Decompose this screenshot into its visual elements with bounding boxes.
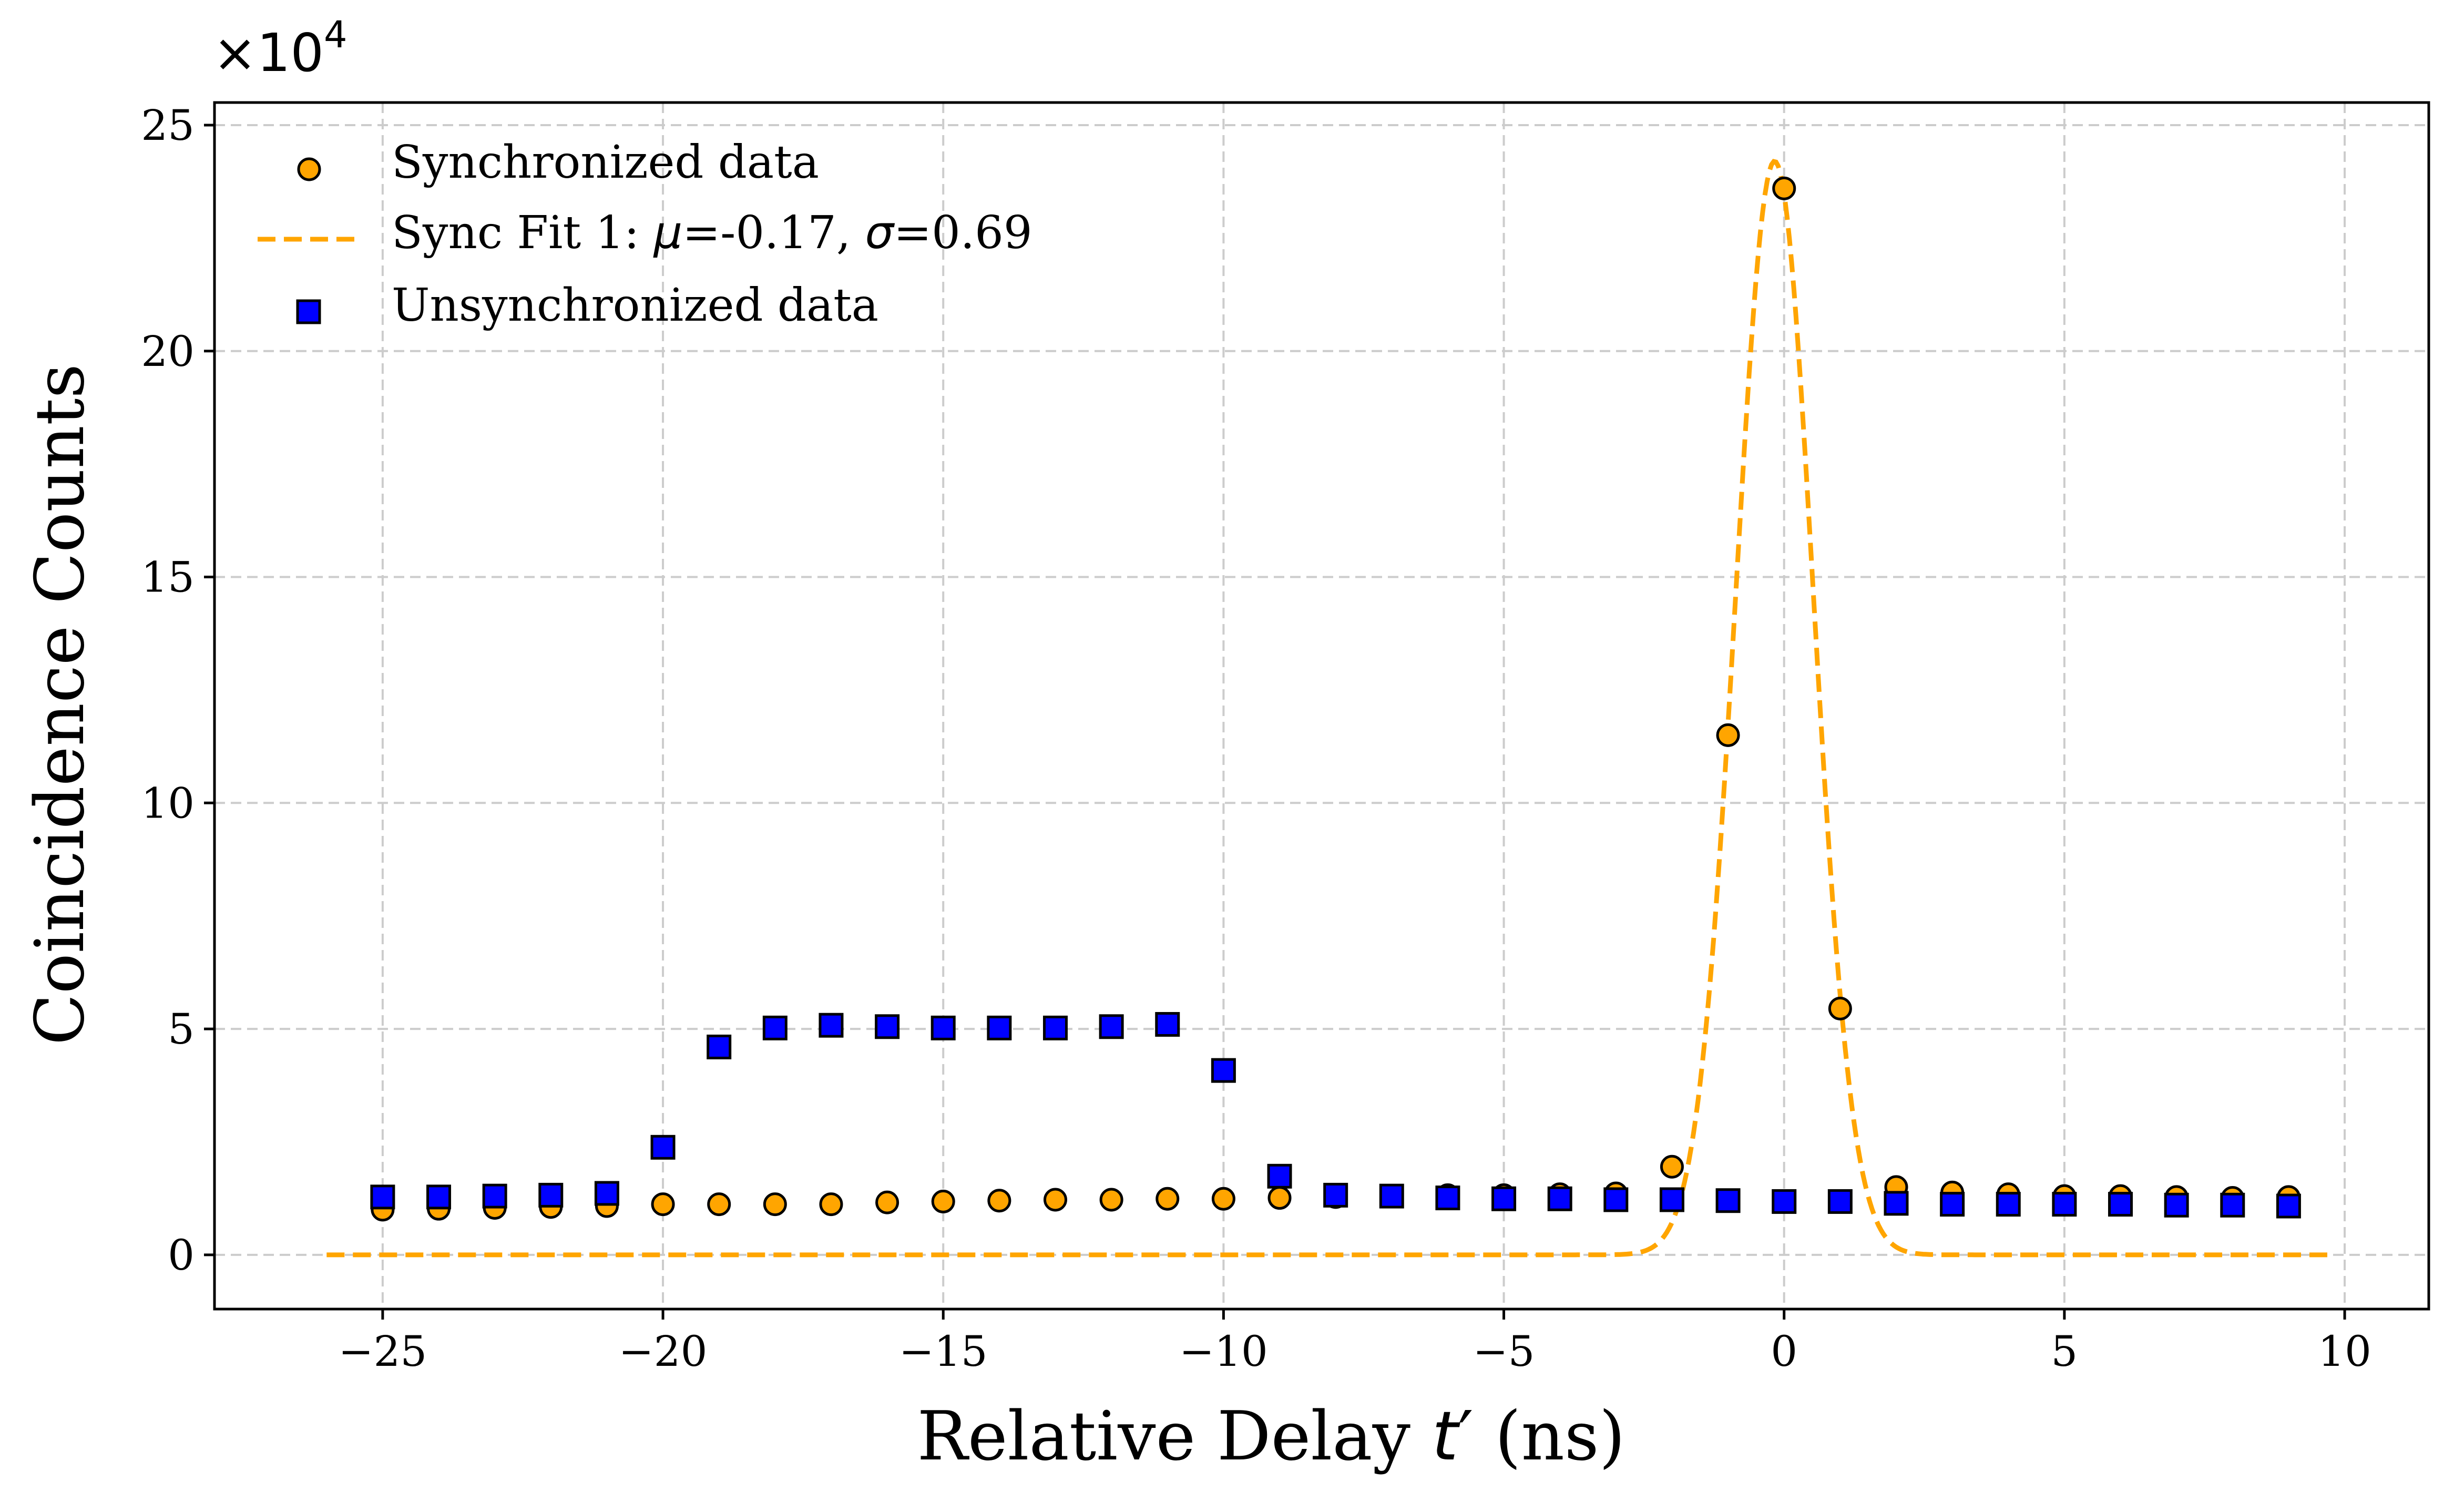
x-tick-label: −15 <box>899 1327 988 1376</box>
x-tick-label: −25 <box>338 1327 427 1376</box>
unsynchronized-point <box>931 1015 956 1040</box>
synchronized-point <box>651 1192 675 1217</box>
unsynchronized-point <box>1099 1014 1124 1039</box>
synchronized-point <box>707 1192 731 1217</box>
synchronized-point <box>1716 723 1740 747</box>
legend: Synchronized data Sync Fit 1: μ=-0.17, σ… <box>258 136 1032 332</box>
synchronized-point <box>1828 996 1852 1020</box>
legend-label-synchronized: Synchronized data <box>392 136 819 189</box>
synchronized-point <box>931 1189 955 1213</box>
unsynchronized-point <box>2164 1192 2189 1218</box>
unsynchronized-point <box>426 1184 452 1210</box>
unsynchronized-point <box>594 1181 619 1206</box>
unsynchronized-point <box>1267 1163 1292 1189</box>
synchronized-point <box>763 1192 787 1217</box>
y-tick-label: 15 <box>141 553 195 602</box>
unsynchronized-point <box>1435 1186 1460 1211</box>
synchronized-point <box>1772 176 1796 200</box>
synchronized-point <box>1156 1187 1180 1211</box>
synchronized-point <box>1043 1188 1067 1212</box>
synchronized-point <box>875 1190 899 1214</box>
axes-layer: −25 −20 −15 −10 −5 0 5 10 0 5 10 15 20 25 <box>141 101 2430 1376</box>
unsynchronized-point <box>707 1034 732 1059</box>
y-tick-label: 0 <box>168 1231 195 1280</box>
sync-fit-curve <box>326 159 2334 1258</box>
unsynchronized-point <box>1547 1186 1572 1211</box>
x-tick-label: −5 <box>1473 1327 1535 1376</box>
unsynchronized-point <box>370 1184 395 1210</box>
synchronized-point <box>819 1192 843 1217</box>
unsynchronized-point <box>2220 1192 2245 1218</box>
plot-frame <box>213 101 2430 1311</box>
unsynchronized-point <box>819 1013 844 1038</box>
x-tick-label: 5 <box>2051 1327 2078 1376</box>
unsynchronized-point <box>538 1182 564 1208</box>
unsynchronized-point <box>762 1015 788 1040</box>
unsynchronized-point <box>650 1135 676 1160</box>
x-tick-label: 10 <box>2318 1327 2371 1376</box>
legend-label-unsynchronized: Unsynchronized data <box>392 279 878 332</box>
synchronized-point <box>1267 1186 1292 1210</box>
y-axis-label: Coincidence Counts <box>21 364 99 1045</box>
x-axis-label: Relative Delay t′ (ns) <box>917 1397 1625 1476</box>
unsynchronized-point <box>1659 1187 1684 1212</box>
unsynchronized-point <box>1211 1058 1236 1083</box>
unsynchronized-point <box>2276 1193 2301 1219</box>
unsynchronized-series <box>370 1012 2301 1219</box>
unsynchronized-point <box>1042 1015 1068 1040</box>
unsynchronized-point <box>2052 1192 2077 1217</box>
grid-layer <box>214 103 2429 1309</box>
y-axis-multiplier: ×104 <box>213 13 347 84</box>
unsynchronized-point <box>1772 1189 1797 1214</box>
unsynchronized-point <box>1491 1186 1517 1211</box>
x-tick-label: −20 <box>619 1327 708 1376</box>
x-tick-label: −10 <box>1179 1327 1268 1376</box>
legend-label-sync-fit: Sync Fit 1: μ=-0.17, σ=0.69 <box>392 207 1032 259</box>
synchronized-point <box>1660 1155 1684 1179</box>
synchronized-point <box>1211 1187 1235 1211</box>
synchronized-point <box>987 1189 1011 1213</box>
unsynchronized-point <box>875 1014 900 1039</box>
unsynchronized-point <box>1603 1187 1629 1212</box>
unsynchronized-point <box>1155 1012 1180 1037</box>
unsynchronized-point <box>1379 1183 1404 1209</box>
unsynchronized-point <box>1996 1192 2021 1217</box>
unsynchronized-point <box>1715 1188 1741 1213</box>
synchronized-series <box>371 176 2300 1222</box>
unsynchronized-point <box>1323 1182 1348 1208</box>
y-tick-label: 5 <box>168 1005 195 1054</box>
legend-marker-unsynchronized <box>296 299 321 324</box>
y-tick-label: 10 <box>141 779 195 827</box>
unsynchronized-point <box>1884 1191 1909 1216</box>
unsynchronized-point <box>987 1015 1012 1040</box>
unsynchronized-point <box>1827 1189 1853 1214</box>
y-tick-label: 25 <box>141 101 195 150</box>
y-tick-label: 20 <box>141 327 195 376</box>
unsynchronized-point <box>1940 1192 1965 1217</box>
x-tick-label: 0 <box>1771 1327 1797 1376</box>
synchronized-point <box>1099 1188 1123 1212</box>
unsynchronized-point <box>2108 1192 2133 1217</box>
fit-layer <box>326 159 2334 1258</box>
legend-marker-synchronized <box>297 157 321 181</box>
unsynchronized-point <box>482 1183 507 1209</box>
